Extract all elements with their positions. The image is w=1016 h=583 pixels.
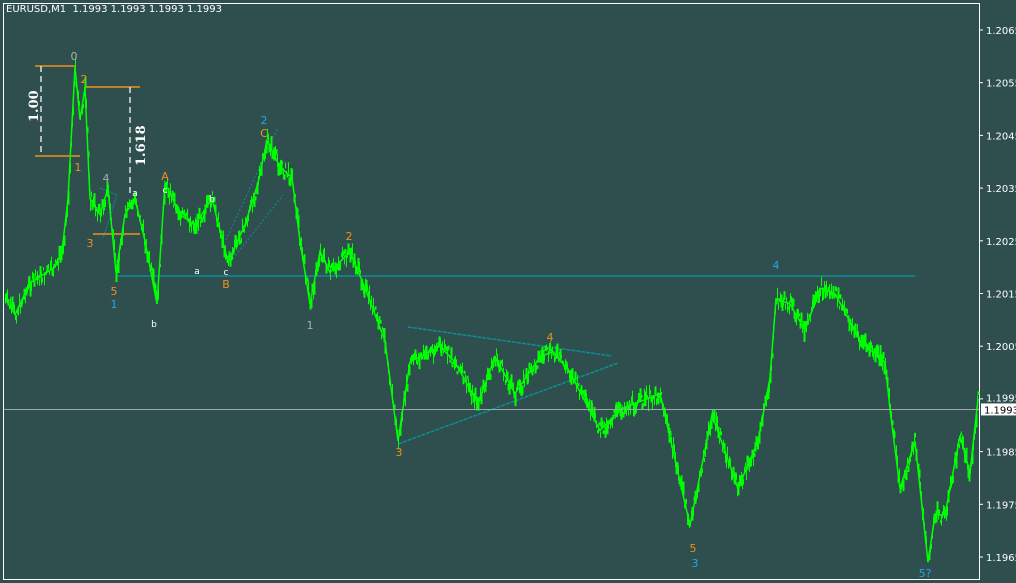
wave-label: c [224, 268, 229, 278]
wave-label: b [151, 320, 157, 330]
wave-label: 1 [307, 319, 314, 332]
y-axis: 1.2065 1.2055 1.2045 1.2035 1.2025 1.2015 1.20… [980, 26, 1016, 564]
wave-label: 1 [111, 298, 118, 311]
triangle-upper-line[interactable] [407, 326, 613, 357]
fibonacci-1-00[interactable] [35, 65, 80, 157]
wave-label: 3 [87, 237, 94, 250]
small-triangle[interactable] [99, 187, 118, 239]
wave-label: 1 [75, 161, 82, 174]
fib-label-1-618: 1.618 [134, 125, 149, 166]
ohlc-values: 1.1993 1.1993 1.1993 1.1993 [72, 4, 222, 15]
svg-text:1.1993: 1.1993 [984, 405, 1016, 416]
y-tick-label: 1.2045 [986, 131, 1016, 142]
y-tick-label: 1.1975 [986, 500, 1016, 511]
wave-label: C [260, 127, 268, 140]
y-tick-label: 1.2055 [986, 79, 1016, 90]
price-series [4, 66, 979, 563]
wave-label: 5 [111, 285, 118, 298]
y-tick-label: 1.2025 [986, 237, 1016, 248]
wave-label: a [194, 267, 200, 277]
wave-label: 0 [71, 50, 78, 63]
wave-label: a [132, 189, 138, 199]
wave-label: 5 [690, 542, 697, 555]
y-tick-label: 1.1965 [986, 553, 1016, 564]
y-tick-label: 1.1995 [986, 393, 1016, 404]
current-price-tag: 1.1993 [981, 403, 1016, 416]
price-bars [4, 57, 980, 563]
wave-label: 2 [261, 114, 268, 127]
fibonacci-1-618[interactable] [86, 86, 140, 235]
wave-label: A [161, 170, 169, 183]
wave-label: 5? [919, 567, 932, 580]
wave-label: 3 [396, 446, 403, 459]
wave-label: 4 [773, 259, 780, 272]
y-tick-label: 1.2015 [986, 290, 1016, 301]
y-tick-label: 1.2005 [986, 342, 1016, 353]
chart-title: EURUSD,M1 1.1993 1.1993 1.1993 1.1993 [6, 4, 222, 15]
y-tick-label: 1.2035 [986, 184, 1016, 195]
wave-label: b [209, 195, 215, 205]
wave-label: 3 [692, 557, 699, 570]
symbol-label: EURUSD,M1 [6, 4, 67, 15]
channel-line-lower[interactable] [227, 194, 284, 266]
wave-label: c [163, 186, 168, 196]
wave-label: 4 [547, 331, 554, 344]
y-tick-label: 1.1985 [986, 448, 1016, 459]
wave-label: 2 [81, 73, 88, 86]
chart-frame [3, 3, 980, 580]
wave-label: 4 [103, 172, 110, 185]
wave-label: 2 [346, 230, 353, 243]
y-tick-label: 1.2065 [986, 26, 1016, 37]
wave-label: B [222, 278, 230, 291]
channel-line-upper[interactable] [225, 126, 279, 241]
drawings: 1.00 1.618 [27, 65, 915, 445]
fib-label-1-00: 1.00 [27, 90, 42, 122]
triangle-lower-line[interactable] [397, 362, 619, 445]
